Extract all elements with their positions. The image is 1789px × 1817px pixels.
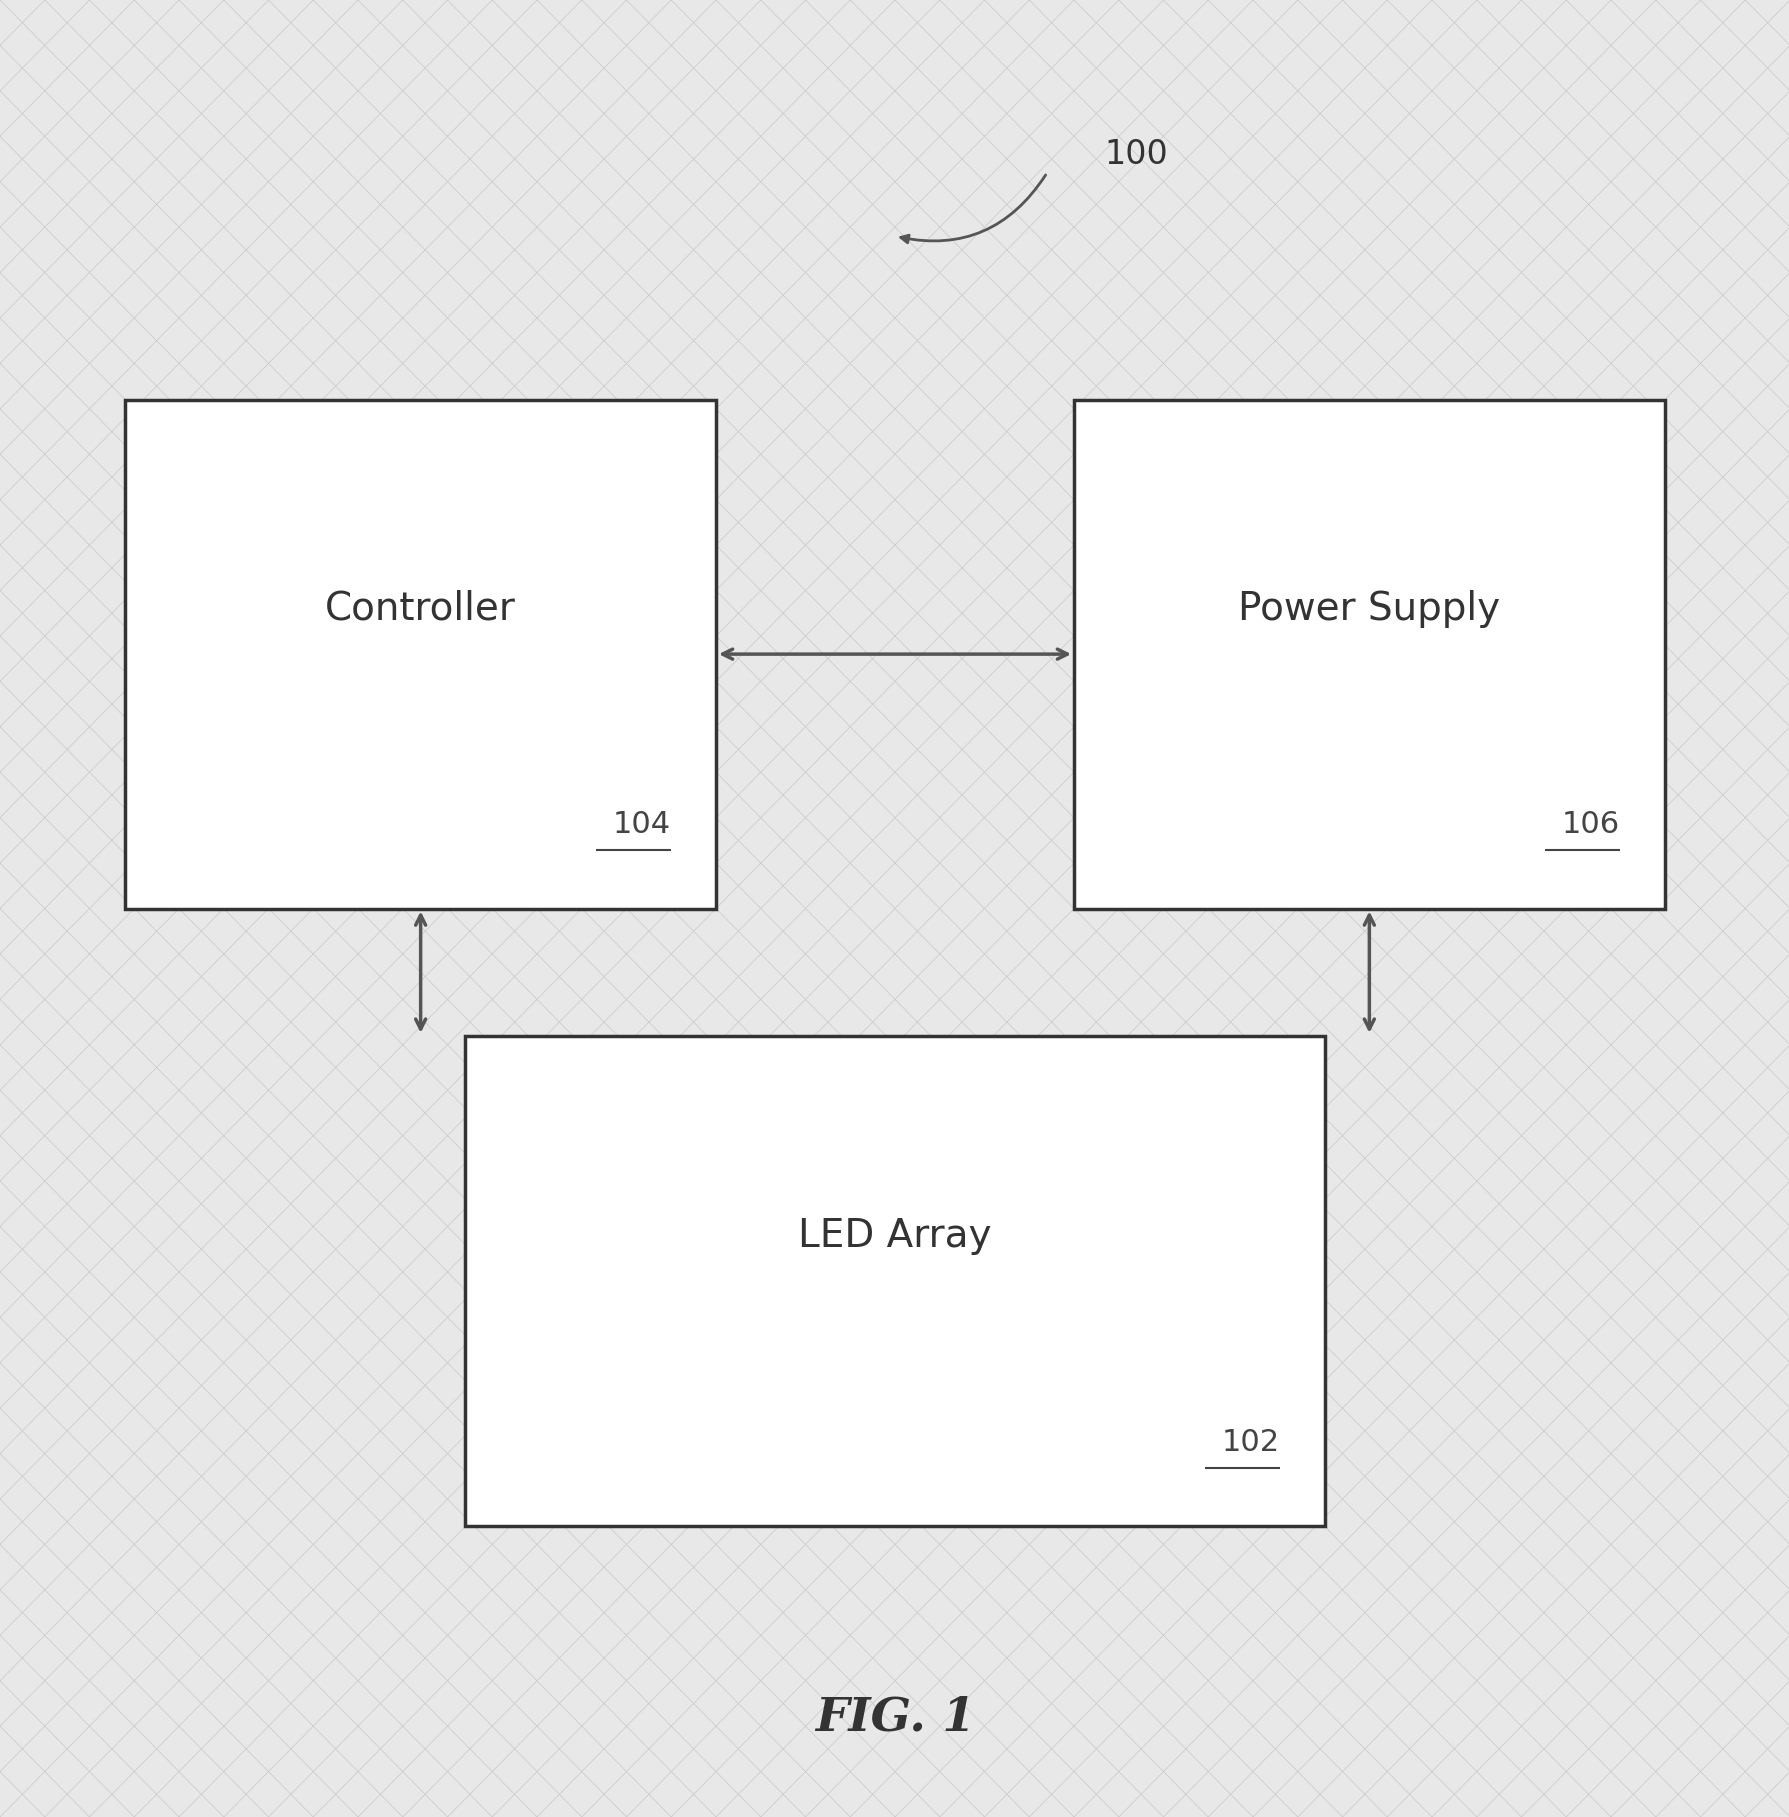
- Bar: [125, 400, 716, 908]
- Text: Power Supply: Power Supply: [1238, 591, 1499, 627]
- Text: 104: 104: [614, 810, 671, 839]
- Text: 100: 100: [1104, 138, 1168, 171]
- Text: Controller: Controller: [326, 591, 515, 627]
- Text: 106: 106: [1562, 810, 1619, 839]
- Text: 102: 102: [1222, 1428, 1279, 1457]
- Bar: [1073, 400, 1664, 908]
- FancyArrowPatch shape: [900, 174, 1045, 243]
- Text: FIG. 1: FIG. 1: [814, 1693, 975, 1741]
- Bar: [465, 1036, 1324, 1526]
- Text: LED Array: LED Array: [798, 1217, 991, 1254]
